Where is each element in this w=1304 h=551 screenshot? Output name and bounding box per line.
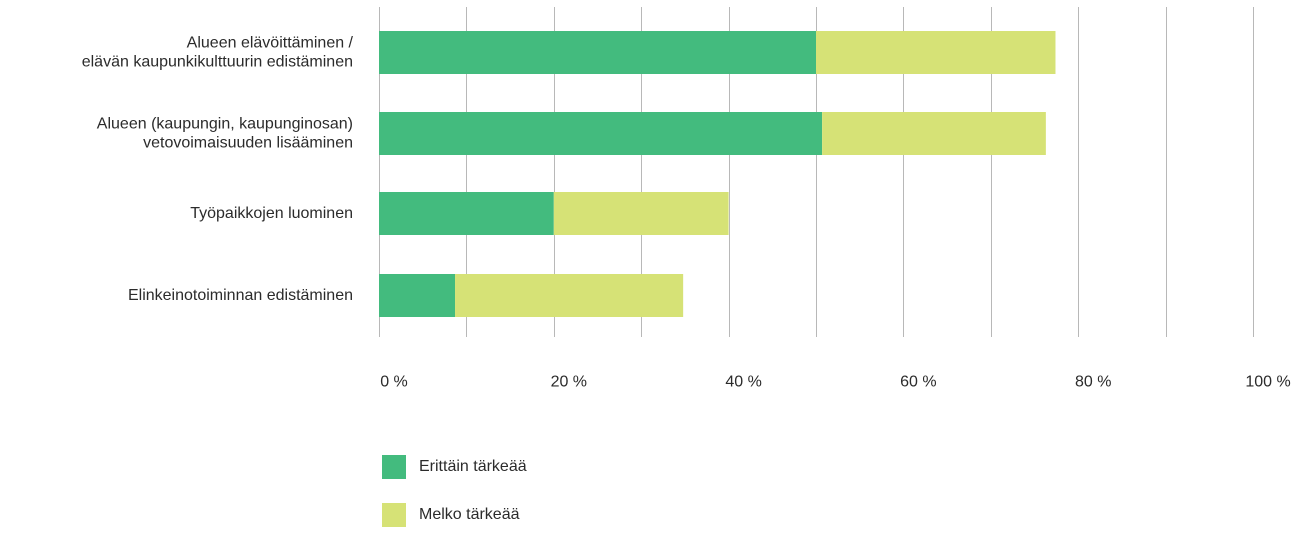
legend-swatch-erittain-tarkeaa — [382, 455, 406, 479]
x-tick-label: 40 % — [725, 374, 761, 391]
x-axis-tick-labels: 0 % 20 % 40 % 60 % 80 % 100 % — [380, 374, 1290, 391]
legend-label-erittain-tarkeaa: Erittäin tärkeää — [419, 458, 527, 475]
category-label: Alueen (kaupungin, kaupunginosan) — [97, 116, 353, 133]
bar-segment-erittain-tarkeaa — [379, 31, 816, 74]
x-tick-label: 20 % — [551, 374, 587, 391]
category-label: vetovoimaisuuden lisääminen — [143, 135, 353, 152]
legend-label-melko-tarkeaa: Melko tärkeää — [419, 506, 520, 523]
x-tick-label: 100 % — [1245, 374, 1290, 391]
legend-item-melko-tarkeaa: Melko tärkeää — [382, 503, 527, 527]
x-tick-label: 0 % — [380, 374, 408, 391]
x-tick-label: 60 % — [900, 374, 936, 391]
category-label: Alueen elävöittäminen / — [187, 35, 354, 52]
stacked-bar-chart: Alueen elävöittäminen / elävän kaupunkiku… — [82, 7, 1291, 391]
legend: Erittäin tärkeää Melko tärkeää — [382, 455, 527, 551]
category-label: Elinkeinotoiminnan edistäminen — [128, 287, 353, 304]
legend-item-erittain-tarkeaa: Erittäin tärkeää — [382, 455, 527, 479]
bar-segment-melko-tarkeaa — [816, 31, 1056, 74]
bar-segment-melko-tarkeaa — [822, 112, 1046, 155]
bar-segment-erittain-tarkeaa — [379, 192, 554, 235]
bars — [379, 31, 1056, 317]
legend-swatch-melko-tarkeaa — [382, 503, 406, 527]
bar-segment-melko-tarkeaa — [553, 192, 729, 235]
bar-segment-melko-tarkeaa — [455, 274, 684, 317]
category-labels: Alueen elävöittäminen / elävän kaupunkiku… — [82, 35, 354, 305]
bar-segment-erittain-tarkeaa — [379, 112, 823, 155]
category-label: elävän kaupunkikulttuurin edistäminen — [82, 54, 353, 71]
category-label: Työpaikkojen luominen — [190, 205, 353, 222]
x-tick-label: 80 % — [1075, 374, 1111, 391]
bar-segment-erittain-tarkeaa — [379, 274, 456, 317]
